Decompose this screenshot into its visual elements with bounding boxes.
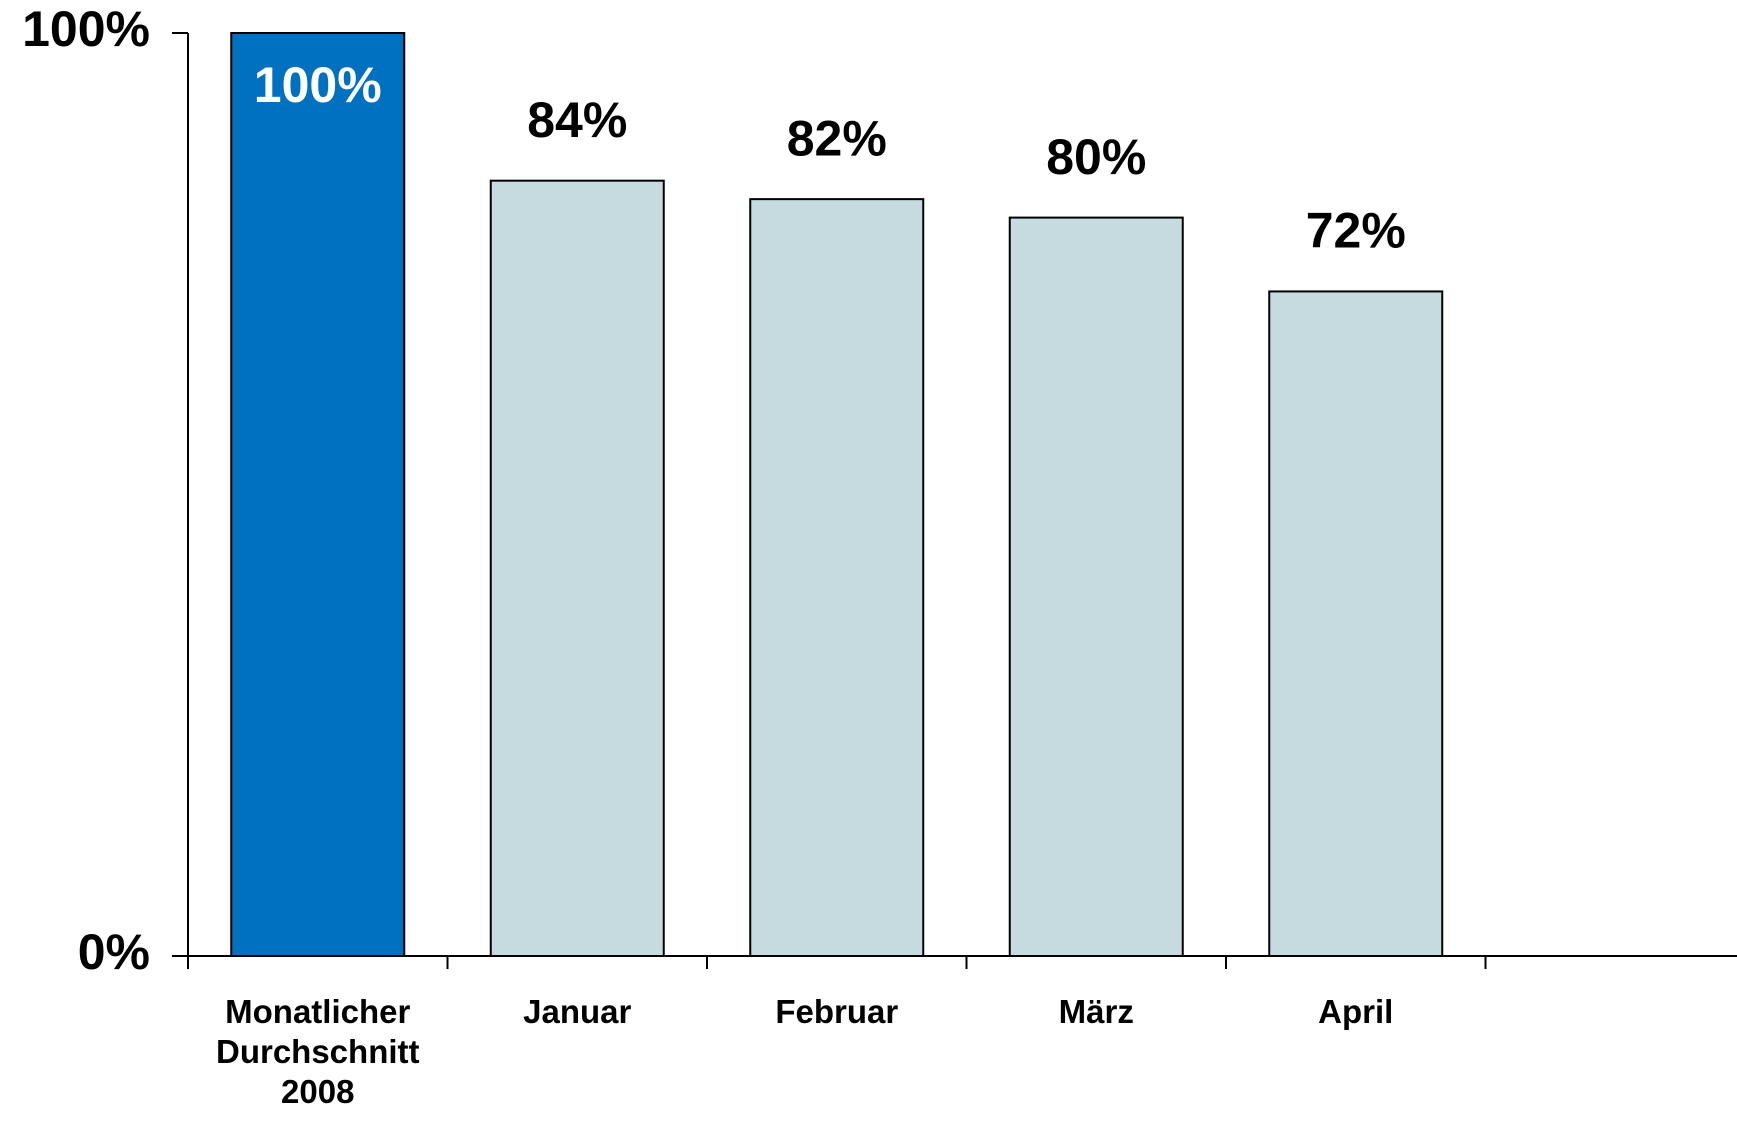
value-label: 72% bbox=[1306, 203, 1406, 259]
bar bbox=[1268, 290, 1444, 957]
x-tick-label: März bbox=[1058, 993, 1134, 1030]
bar bbox=[230, 32, 406, 957]
y-tick-label: 0% bbox=[78, 924, 150, 980]
x-tick-label: April bbox=[1318, 993, 1394, 1030]
bar bbox=[1008, 216, 1184, 958]
x-tick-label: Januar bbox=[523, 993, 632, 1030]
x-tick-label: Februar bbox=[775, 993, 899, 1030]
value-label: 80% bbox=[1046, 129, 1146, 185]
y-tick-label: 100% bbox=[22, 1, 150, 57]
bar bbox=[749, 198, 925, 957]
x-tick-label: Monatlicher Durchschnitt 2008 bbox=[215, 993, 420, 1110]
value-label: 84% bbox=[527, 92, 627, 148]
value-label: 82% bbox=[787, 110, 887, 166]
bar bbox=[489, 179, 665, 957]
value-label: 100% bbox=[254, 57, 382, 113]
